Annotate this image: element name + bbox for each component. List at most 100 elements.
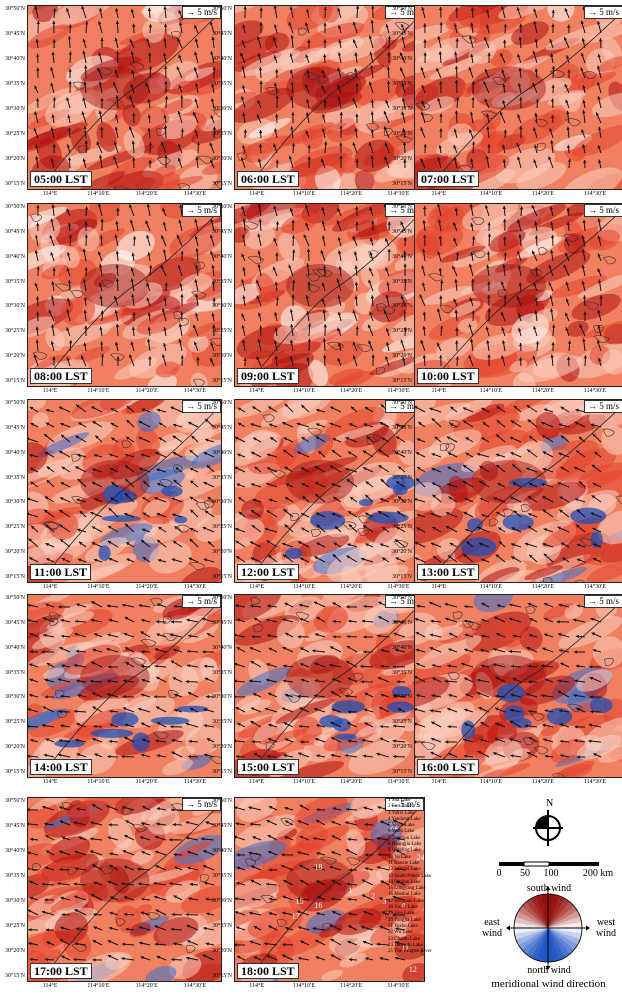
time-label: 07:00 LST <box>417 171 479 187</box>
longitude-tick-label: 114°E <box>249 191 264 197</box>
latitude-tick-label: 30°50′N <box>378 400 412 406</box>
latitude-tick-label: 30°20′N <box>0 948 25 954</box>
lake-number-label: 17 <box>292 912 300 921</box>
latitude-tick-label: 30°50′N <box>0 595 25 601</box>
vector-scale-label: → 5 m/s <box>584 204 622 217</box>
west-wind-label-2: wind <box>591 929 621 939</box>
scale-tick-200km: 200 km <box>575 869 621 879</box>
wind-map: 11:00 LST→ 5 m/s <box>27 399 222 583</box>
longitude-tick-label: 114°30′E <box>184 191 206 197</box>
wind-map: 13:00 LST→ 5 m/s <box>414 399 622 583</box>
latitude-tick-label: 30°45′N <box>378 620 412 626</box>
latitude-tick-label: 30°30′N <box>378 106 412 112</box>
time-label: 06:00 LST <box>237 171 299 187</box>
latitude-tick-label: 30°15′N <box>378 574 412 580</box>
latitude-tick-label: 30°45′N <box>198 425 232 431</box>
longitude-tick-label: 114°30′E <box>184 779 206 785</box>
longitude-tick-label: 114°30′E <box>387 779 409 785</box>
latitude-tick-label: 30°45′N <box>378 229 412 235</box>
latitude-tick-label: 30°15′N <box>0 973 25 979</box>
latitude-tick-label: 30°15′N <box>0 769 25 775</box>
longitude-tick-label: 114°10′E <box>480 584 502 590</box>
latitude-tick-label: 30°30′N <box>0 106 25 112</box>
latitude-tick-label: 30°40′N <box>378 254 412 260</box>
latitude-tick-label: 30°35′N <box>198 873 232 879</box>
latitude-tick-label: 30°35′N <box>0 81 25 87</box>
time-label: 17:00 LST <box>30 963 92 979</box>
longitude-tick-label: 114°E <box>432 584 447 590</box>
latitude-tick-label: 30°40′N <box>0 848 25 854</box>
longitude-tick-label: 114°30′E <box>387 388 409 394</box>
scale-tick-50: 50 <box>515 869 535 879</box>
longitude-tick-label: 114°30′E <box>584 191 606 197</box>
wind-map: 17:00 LST→ 5 m/s <box>27 797 222 982</box>
latitude-tick-label: 30°45′N <box>198 823 232 829</box>
latitude-tick-label: 30°50′N <box>198 6 232 12</box>
longitude-tick-label: 114°10′E <box>87 584 109 590</box>
north-label: N <box>546 799 552 809</box>
latitude-tick-label: 30°30′N <box>0 898 25 904</box>
longitude-tick-label: 114°10′E <box>293 983 315 989</box>
latitude-tick-label: 30°30′N <box>0 694 25 700</box>
latitude-tick-label: 30°40′N <box>0 56 25 62</box>
latitude-tick-label: 30°40′N <box>0 645 25 651</box>
latitude-tick-label: 30°25′N <box>378 524 412 530</box>
latitude-tick-label: 30°35′N <box>198 279 232 285</box>
latitude-tick-label: 30°30′N <box>198 898 232 904</box>
longitude-tick-label: 114°10′E <box>87 983 109 989</box>
latitude-tick-label: 30°35′N <box>0 873 25 879</box>
latitude-tick-label: 30°40′N <box>198 450 232 456</box>
latitude-tick-label: 30°25′N <box>198 719 232 725</box>
scale-bar <box>499 862 599 866</box>
latitude-tick-label: 30°30′N <box>378 694 412 700</box>
latitude-tick-label: 30°30′N <box>0 499 25 505</box>
latitude-tick-label: 30°20′N <box>378 156 412 162</box>
latitude-tick-label: 30°25′N <box>378 719 412 725</box>
wind-field-svg <box>415 400 622 582</box>
longitude-tick-label: 114°20′E <box>136 584 158 590</box>
latitude-tick-label: 30°25′N <box>0 131 25 137</box>
latitude-tick-label: 30°25′N <box>378 328 412 334</box>
latitude-tick-label: 30°45′N <box>198 31 232 37</box>
latitude-tick-label: 30°30′N <box>198 303 232 309</box>
latitude-tick-label: 30°25′N <box>0 524 25 530</box>
latitude-tick-label: 30°25′N <box>198 131 232 137</box>
latitude-tick-label: 30°50′N <box>0 400 25 406</box>
longitude-tick-label: 114°10′E <box>480 388 502 394</box>
longitude-tick-label: 114°20′E <box>340 191 362 197</box>
longitude-tick-label: 114°E <box>249 983 264 989</box>
longitude-tick-label: 114°30′E <box>584 779 606 785</box>
wind-field-svg <box>415 204 622 386</box>
latitude-tick-label: 30°15′N <box>198 769 232 775</box>
longitude-tick-label: 114°20′E <box>340 779 362 785</box>
longitude-tick-label: 114°10′E <box>87 191 109 197</box>
longitude-tick-label: 114°E <box>43 191 58 197</box>
latitude-tick-label: 30°50′N <box>378 595 412 601</box>
latitude-tick-label: 30°20′N <box>378 549 412 555</box>
latitude-tick-label: 30°15′N <box>378 181 412 187</box>
longitude-tick-label: 114°E <box>249 388 264 394</box>
time-label: 18:00 LST <box>237 963 299 979</box>
latitude-tick-label: 30°15′N <box>378 378 412 384</box>
wind-field-svg <box>28 400 221 582</box>
latitude-tick-label: 30°50′N <box>198 798 232 804</box>
latitude-tick-label: 30°20′N <box>0 549 25 555</box>
longitude-tick-label: 114°20′E <box>340 584 362 590</box>
lake-number-label: 5 <box>273 892 277 901</box>
latitude-tick-label: 30°20′N <box>198 156 232 162</box>
latitude-tick-label: 30°40′N <box>198 254 232 260</box>
longitude-tick-label: 114°E <box>43 584 58 590</box>
vector-scale-label: → 5 m/s <box>584 400 622 413</box>
lake-number-label: 2 <box>371 892 375 901</box>
wind-map: 07:00 LST→ 5 m/s <box>414 5 622 190</box>
latitude-tick-label: 30°45′N <box>0 620 25 626</box>
latitude-tick-label: 30°25′N <box>0 328 25 334</box>
longitude-tick-label: 114°30′E <box>387 983 409 989</box>
latitude-tick-label: 30°30′N <box>198 694 232 700</box>
latitude-tick-label: 30°20′N <box>198 948 232 954</box>
longitude-tick-label: 114°10′E <box>87 779 109 785</box>
legend-caption: meridional wind direction <box>475 979 622 989</box>
latitude-tick-label: 30°30′N <box>378 303 412 309</box>
latitude-tick-label: 30°25′N <box>198 328 232 334</box>
latitude-tick-label: 30°50′N <box>378 6 412 12</box>
